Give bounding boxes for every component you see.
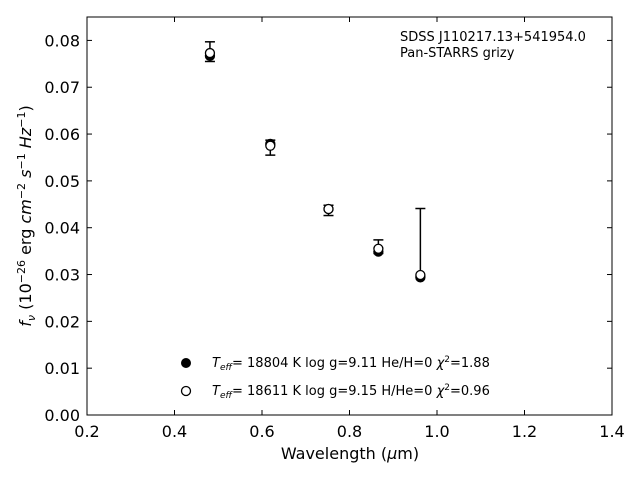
model-point-open	[323, 203, 334, 215]
y-tick-label: 0.06	[44, 125, 80, 144]
chart-annotation-line-1: SDSS J110217.13+541954.0	[400, 30, 586, 45]
x-tick-label: 0.2	[74, 422, 99, 441]
model-point-open	[373, 243, 384, 254]
legend-entry-filled: Teff= 18804 K log g=9.11 He/H=0 χ2=1.88	[212, 355, 490, 373]
y-tick-label: 0.07	[44, 78, 80, 97]
legend-marker-open	[180, 385, 192, 397]
model-point-open	[265, 140, 276, 151]
x-tick-label: 0.4	[162, 422, 187, 441]
x-tick-label: 1.2	[512, 422, 537, 441]
chart-annotation-line-2: Pan-STARRS grizy	[400, 46, 515, 61]
legend-marker-filled	[181, 358, 191, 368]
y-tick-label: 0.08	[44, 31, 80, 50]
x-tick-label: 0.6	[249, 422, 274, 441]
legend-entry-open: Teff= 18611 K log g=9.15 H/He=0 χ2=0.96	[212, 383, 490, 401]
model-point-open	[415, 269, 426, 281]
y-tick-label: 0.04	[44, 219, 80, 238]
y-tick-label: 0.05	[44, 172, 80, 191]
x-axis-label: Wavelength (μm)	[281, 444, 419, 463]
x-tick-label: 1.4	[599, 422, 624, 441]
x-tick-label: 0.8	[337, 422, 362, 441]
x-tick-label: 1.0	[424, 422, 449, 441]
y-tick-label: 0.01	[44, 359, 80, 378]
y-tick-label: 0.03	[44, 266, 80, 285]
model-point-open	[204, 47, 216, 59]
y-tick-label: 0.00	[44, 406, 80, 425]
y-tick-label: 0.02	[44, 312, 80, 331]
y-axis-label: fν (10−26 erg cm−2 s−1 Hz−1)	[15, 105, 38, 326]
legend: Teff= 18804 K log g=9.11 He/H=0 χ2=1.88 …	[180, 355, 490, 401]
